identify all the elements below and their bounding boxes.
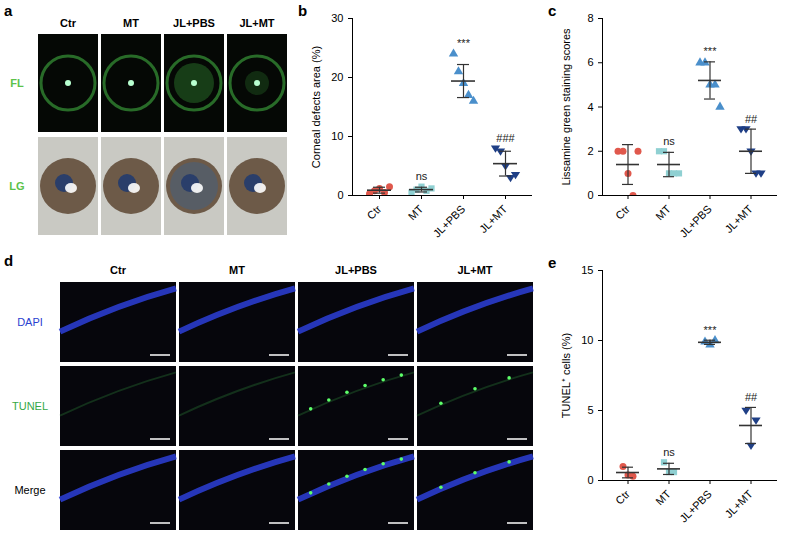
svg-text:JL+MT: JL+MT bbox=[722, 488, 755, 521]
svg-text:Ctr: Ctr bbox=[365, 203, 384, 222]
svg-text:TUNEL⁺ cells (%): TUNEL⁺ cells (%) bbox=[560, 333, 572, 418]
svg-text:30: 30 bbox=[331, 12, 343, 24]
svg-text:MT: MT bbox=[229, 264, 245, 276]
svg-text:0: 0 bbox=[587, 189, 593, 201]
svg-text:6: 6 bbox=[587, 56, 593, 68]
svg-text:FL: FL bbox=[10, 77, 24, 89]
svg-text:Merge: Merge bbox=[14, 484, 45, 496]
html-text:d: d bbox=[4, 252, 14, 269]
svg-text:MT: MT bbox=[653, 203, 673, 223]
svg-text:2: 2 bbox=[587, 145, 593, 157]
svg-text:Corneal defects area (%): Corneal defects area (%) bbox=[310, 46, 322, 168]
svg-text:8: 8 bbox=[587, 12, 593, 24]
svg-text:JL+MT: JL+MT bbox=[477, 203, 510, 236]
svg-text:***: *** bbox=[704, 324, 718, 336]
html-text:b: b bbox=[298, 2, 308, 19]
html-text:c: c bbox=[548, 2, 557, 19]
svg-text:10: 10 bbox=[581, 334, 593, 346]
svg-text:Ctr: Ctr bbox=[110, 264, 127, 276]
svg-text:Ctr: Ctr bbox=[613, 488, 632, 507]
svg-text:JL+MT: JL+MT bbox=[239, 17, 274, 29]
svg-text:Ctr: Ctr bbox=[613, 203, 632, 222]
svg-text:10: 10 bbox=[331, 130, 343, 142]
svg-text:20: 20 bbox=[331, 71, 343, 83]
svg-text:15: 15 bbox=[581, 264, 593, 276]
svg-text:JL+MT: JL+MT bbox=[722, 203, 755, 236]
svg-text:JL+PBS: JL+PBS bbox=[431, 203, 468, 240]
svg-text:ns: ns bbox=[663, 135, 675, 147]
svg-text:MT: MT bbox=[123, 17, 139, 29]
svg-text:JL+PBS: JL+PBS bbox=[335, 264, 377, 276]
html-text:e: e bbox=[548, 254, 557, 271]
svg-text:MT: MT bbox=[653, 488, 673, 508]
svg-text:Ctr: Ctr bbox=[60, 17, 77, 29]
svg-text:TUNEL: TUNEL bbox=[12, 400, 48, 412]
svg-text:JL+PBS: JL+PBS bbox=[677, 488, 714, 525]
svg-text:***: *** bbox=[457, 37, 471, 49]
svg-text:0: 0 bbox=[337, 189, 343, 201]
svg-text:JL+MT: JL+MT bbox=[457, 264, 492, 276]
svg-text:ns: ns bbox=[663, 446, 675, 458]
svg-text:##: ## bbox=[745, 391, 758, 403]
svg-text:LG: LG bbox=[9, 180, 24, 192]
html-text:a: a bbox=[4, 2, 13, 19]
svg-text:###: ### bbox=[496, 132, 515, 144]
svg-text:DAPI: DAPI bbox=[17, 316, 43, 328]
svg-text:JL+PBS: JL+PBS bbox=[173, 17, 215, 29]
svg-text:MT: MT bbox=[406, 203, 426, 223]
svg-text:JL+PBS: JL+PBS bbox=[677, 203, 714, 240]
svg-text:***: *** bbox=[704, 45, 718, 57]
svg-text:4: 4 bbox=[587, 101, 593, 113]
svg-text:5: 5 bbox=[587, 404, 593, 416]
svg-text:##: ## bbox=[745, 113, 758, 125]
svg-text:ns: ns bbox=[416, 170, 428, 182]
svg-text:Lissamine green staining score: Lissamine green staining scores bbox=[560, 28, 572, 186]
svg-text:0: 0 bbox=[587, 474, 593, 486]
